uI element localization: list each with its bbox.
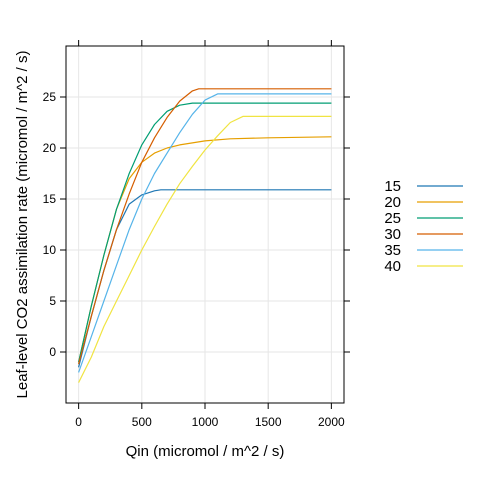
y-tick-label: 0 [49, 345, 56, 359]
y-tick-label: 25 [43, 90, 57, 104]
legend-label-20: 20 [384, 194, 401, 211]
y-axis-label: Leaf-level CO2 assimilation rate (microm… [14, 51, 31, 399]
series-line-25 [78, 102, 332, 363]
legend-label-35: 35 [384, 242, 401, 259]
y-tick-label: 15 [43, 192, 57, 206]
legend-label-15: 15 [384, 178, 401, 195]
series-line-40 [78, 115, 332, 383]
y-tick-label: 10 [43, 243, 57, 257]
axis-ticks: 0 500 1000 1500 2000 0 5 10 15 20 25 [43, 40, 350, 429]
x-tick-label: 0 [75, 415, 82, 429]
legend-label-40: 40 [384, 258, 401, 275]
legend-label-25: 25 [384, 210, 401, 227]
x-tick-label: 1000 [192, 415, 219, 429]
x-tick-label: 1500 [255, 415, 282, 429]
legend-label-30: 30 [384, 226, 401, 243]
series-lines [78, 88, 332, 383]
x-tick-label: 2000 [318, 415, 345, 429]
y-tick-label: 20 [43, 141, 57, 155]
x-tick-label: 500 [132, 415, 152, 429]
series-line-35 [78, 93, 332, 373]
y-tick-label: 5 [49, 294, 56, 308]
gridlines [66, 46, 344, 403]
series-line-30 [78, 88, 332, 365]
x-axis-label: Qin (micromol / m^2 / s) [126, 443, 285, 460]
